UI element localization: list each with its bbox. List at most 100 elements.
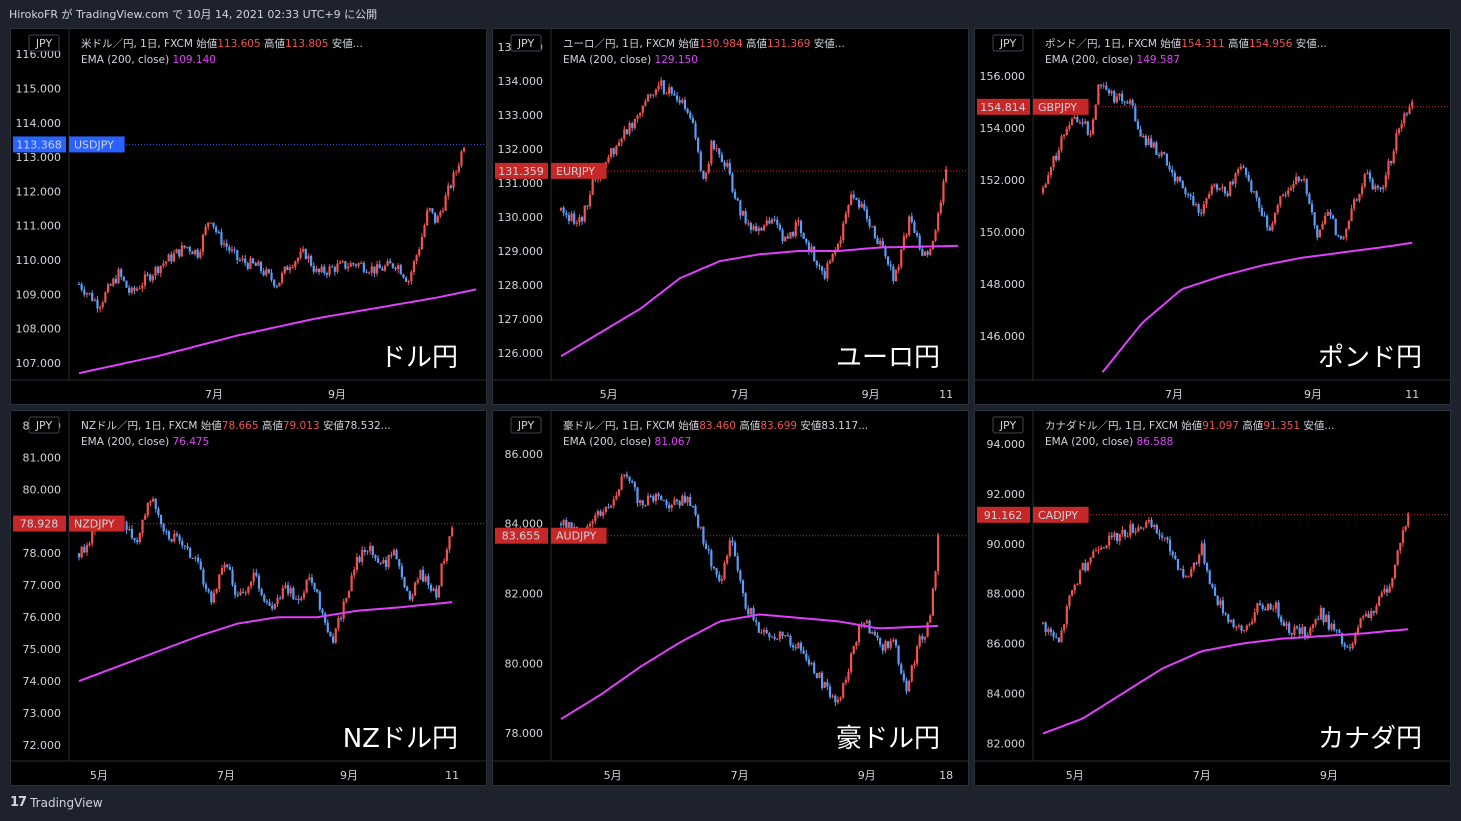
candle xyxy=(1215,183,1219,193)
candle xyxy=(1041,185,1045,196)
candle xyxy=(201,233,205,256)
pair-label: 豪ドル円 xyxy=(836,724,940,754)
candle xyxy=(445,547,448,564)
candle xyxy=(255,568,258,578)
candle xyxy=(141,282,144,293)
candle xyxy=(913,219,916,233)
chart-panel-nzdjpy[interactable]: 72.000 73.000 74.000 75.000 76.000 77.000 78.0… xyxy=(10,410,487,786)
candle xyxy=(908,214,911,237)
candle xyxy=(726,159,729,169)
candle xyxy=(894,638,898,649)
candle xyxy=(164,261,168,267)
candle xyxy=(1049,626,1053,636)
candle xyxy=(210,590,213,605)
candle xyxy=(313,582,316,592)
candle xyxy=(1192,192,1195,207)
candle xyxy=(1168,536,1172,556)
candle xyxy=(755,616,758,626)
candle xyxy=(260,587,263,597)
candle xyxy=(215,225,218,235)
candle xyxy=(639,499,642,507)
price-badge-label: 113.368 xyxy=(16,138,62,151)
y-tick-label: 132.000 xyxy=(498,143,544,156)
candle xyxy=(1203,539,1206,566)
candle xyxy=(117,267,120,285)
candle xyxy=(807,655,811,667)
x-tick-label: 7月 xyxy=(205,388,223,401)
candle xyxy=(1171,550,1174,559)
price-badge-label: 91.162 xyxy=(984,509,1023,522)
candle xyxy=(610,147,613,160)
candle xyxy=(329,631,332,637)
candle xyxy=(926,621,929,638)
candle xyxy=(1041,622,1045,625)
candle xyxy=(428,207,431,213)
chart-panel-cadjpy[interactable]: 82.000 84.000 86.000 88.000 90.000 92.000 94.0… xyxy=(974,410,1451,786)
candle xyxy=(1129,520,1132,539)
candle xyxy=(1263,211,1266,217)
candle xyxy=(559,207,563,212)
candle xyxy=(760,628,763,635)
tradingview-footer[interactable]: 17 TradingView xyxy=(10,795,103,810)
candle xyxy=(1142,133,1145,139)
candle xyxy=(220,228,223,248)
chart-panel-usdjpy[interactable]: 107.000 108.000 109.000 110.000 111.000 112.0… xyxy=(10,28,487,405)
candle xyxy=(339,260,342,265)
candle xyxy=(223,561,226,572)
y-tick-label: 133.000 xyxy=(498,109,544,122)
candle xyxy=(652,94,655,99)
candle xyxy=(615,491,618,501)
candle xyxy=(731,171,734,194)
candle xyxy=(215,587,218,595)
x-tick-label: 5月 xyxy=(90,769,108,782)
candle xyxy=(1187,575,1190,578)
candle xyxy=(1295,172,1298,185)
candle xyxy=(88,541,91,548)
candle xyxy=(1306,632,1309,640)
candle xyxy=(347,589,351,599)
x-tick-label: 7月 xyxy=(217,769,235,782)
candle xyxy=(1176,176,1179,184)
candle xyxy=(291,264,294,269)
candle xyxy=(1200,208,1203,217)
candle xyxy=(133,285,136,295)
candle xyxy=(1126,100,1129,104)
candle xyxy=(675,92,679,103)
candle xyxy=(1261,602,1264,612)
candle xyxy=(1142,527,1145,531)
candle xyxy=(1049,166,1053,179)
chart-panel-audjpy[interactable]: 78.000 80.000 82.000 84.000 86.000 5月 7月 9月 18 83… xyxy=(492,410,969,786)
candle xyxy=(133,537,136,543)
candle xyxy=(834,694,837,707)
x-tick-label: 9月 xyxy=(340,769,358,782)
candle xyxy=(395,548,398,560)
candle xyxy=(349,260,352,267)
currency-button xyxy=(510,34,542,52)
candle xyxy=(715,144,718,153)
candle xyxy=(615,144,618,157)
candle xyxy=(683,96,687,112)
candle xyxy=(1107,88,1111,97)
candle xyxy=(1279,195,1282,208)
candle xyxy=(1065,604,1068,629)
y-tick-label: 146.000 xyxy=(980,330,1026,343)
candle xyxy=(931,587,934,617)
candle xyxy=(857,197,861,210)
candle xyxy=(918,233,921,251)
candle xyxy=(172,249,176,263)
candle xyxy=(1105,81,1108,91)
candle xyxy=(91,290,94,302)
candle xyxy=(562,205,565,217)
chart-panel-gbpjpy[interactable]: 146.000 148.000 150.000 152.000 154.000 156.0… xyxy=(974,28,1451,405)
candle xyxy=(1384,171,1387,191)
candle xyxy=(197,554,200,565)
candle xyxy=(341,259,344,263)
candle xyxy=(1161,532,1164,541)
legend-header: カナダドル／円, 1日, FXCM 始値91.097 高値91.351 安値..… xyxy=(1045,419,1334,432)
candle xyxy=(294,595,298,600)
candle xyxy=(1089,556,1092,565)
candle xyxy=(1110,532,1113,540)
candle xyxy=(315,265,318,273)
candle xyxy=(1232,618,1235,629)
chart-panel-eurjpy[interactable]: 126.000 127.000 128.000 129.000 130.000 131.0… xyxy=(492,28,969,405)
